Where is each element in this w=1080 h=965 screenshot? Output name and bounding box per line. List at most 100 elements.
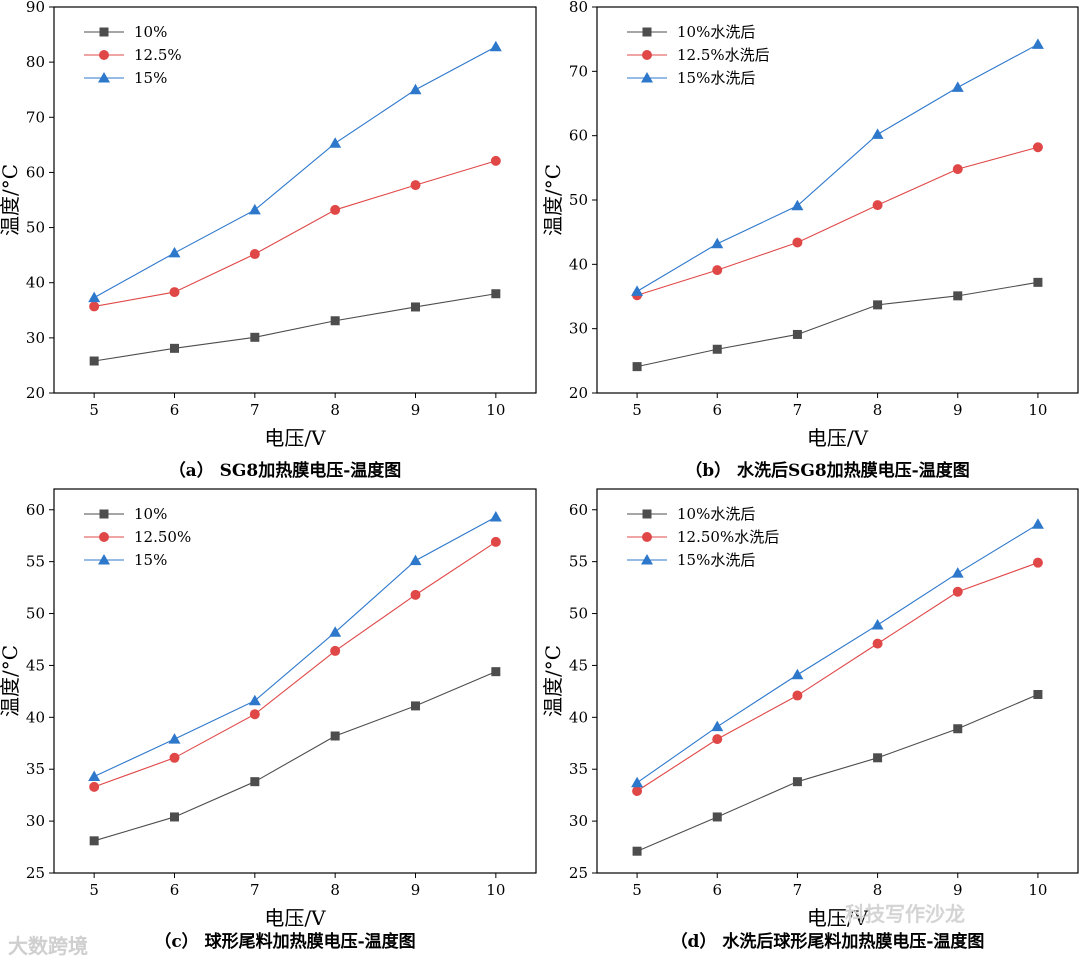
legend-marker	[642, 50, 652, 60]
series-line	[636, 523, 1039, 784]
x-tick-label: 8	[873, 401, 883, 419]
legend-label: 15%水洗后	[677, 69, 755, 87]
legend-label: 12.5%	[134, 46, 182, 64]
legend-label: 10%水洗后	[677, 23, 755, 41]
data-point	[248, 694, 261, 706]
y-tick-label: 60	[569, 501, 588, 519]
x-tick-label: 8	[330, 401, 340, 419]
data-point	[411, 302, 420, 312]
data-point	[631, 776, 644, 788]
x-tick-label: 6	[712, 881, 722, 899]
legend-marker	[98, 72, 110, 83]
legend-label: 10%	[134, 23, 167, 41]
y-axis-label: 温度/°C	[0, 645, 22, 717]
data-point	[329, 626, 342, 637]
data-point	[873, 300, 883, 310]
chart-panel-c: 5 6 7 8 9 10 25 30 35 40 45 50 55 60 电压/V 温度/°C 10% 12.50…	[0, 488, 537, 952]
y-tick-label: 40	[569, 708, 588, 726]
data-point	[250, 777, 260, 787]
data-point	[329, 137, 342, 148]
data-point	[89, 356, 99, 366]
y-tick-label: 45	[26, 656, 45, 674]
y-tick-label: 50	[26, 605, 45, 623]
y-tick-label: 70	[26, 108, 45, 126]
y-tick-label: 40	[26, 708, 45, 726]
legend-marker	[99, 532, 109, 542]
plot-frame	[53, 6, 537, 394]
data-point	[489, 511, 502, 522]
legend-marker	[642, 27, 652, 37]
data-point	[792, 329, 802, 339]
x-tick-label: 5	[632, 401, 642, 419]
y-tick-label: 90	[26, 0, 45, 16]
x-tick-label: 7	[793, 881, 803, 899]
x-tick-label: 6	[170, 401, 180, 419]
legend-label: 12.5%水洗后	[677, 46, 770, 64]
y-tick-label: 35	[26, 760, 45, 778]
data-point	[871, 128, 884, 139]
data-point	[491, 667, 501, 677]
data-point	[330, 731, 340, 741]
y-tick-label: 35	[569, 760, 588, 778]
legend-marker	[99, 509, 109, 519]
data-point	[89, 836, 99, 846]
y-tick-label: 40	[26, 274, 45, 292]
data-point	[712, 734, 723, 745]
data-point	[632, 786, 643, 797]
data-point	[791, 668, 804, 680]
data-point	[490, 155, 501, 166]
panel-caption: （c） 球形尾料加热膜电压-温度图	[154, 931, 415, 952]
chart-panel-d: 5 6 7 8 9 10 25 30 35 40 45 50 55 60 电压/V 温度/°C 10%水洗后 12…	[541, 488, 1079, 952]
data-point	[410, 180, 421, 191]
series-line	[636, 281, 1039, 368]
x-tick-label: 7	[250, 401, 260, 419]
y-tick-label: 20	[26, 384, 45, 402]
series-line	[93, 516, 497, 777]
y-tick-label: 25	[569, 864, 588, 882]
legend-label: 15%	[134, 551, 167, 569]
y-tick-label: 55	[26, 553, 45, 571]
y-tick-label: 60	[26, 501, 45, 519]
data-point	[491, 289, 501, 299]
data-point	[249, 709, 260, 720]
data-point	[168, 246, 181, 258]
x-axis-label: 电压/V	[807, 426, 869, 450]
x-tick-label: 10	[486, 401, 505, 419]
data-point	[170, 343, 179, 353]
legend-label: 12.50%	[134, 528, 191, 546]
data-point	[712, 344, 722, 354]
legend-marker	[641, 554, 653, 565]
y-tick-label: 30	[26, 812, 45, 830]
legend-marker	[98, 554, 110, 565]
plot-frame	[596, 6, 1079, 394]
data-point	[712, 265, 723, 276]
data-point	[1031, 518, 1044, 529]
data-point	[248, 203, 261, 215]
x-tick-label: 6	[170, 881, 180, 899]
x-tick-label: 5	[632, 881, 642, 899]
plot-frame	[53, 488, 537, 874]
legend-marker	[641, 72, 653, 83]
x-tick-label: 10	[1028, 401, 1047, 419]
data-point	[953, 291, 963, 301]
data-point	[489, 40, 502, 52]
x-tick-label: 6	[712, 401, 722, 419]
data-point	[169, 287, 180, 298]
data-point	[89, 301, 100, 312]
data-point	[490, 536, 501, 547]
series-line	[93, 541, 497, 788]
data-point	[330, 316, 340, 326]
y-tick-label: 30	[569, 320, 588, 338]
x-tick-label: 9	[953, 881, 963, 899]
data-point	[873, 753, 883, 763]
x-axis-label: 电压/V	[264, 426, 326, 450]
y-tick-label: 60	[26, 163, 45, 181]
x-tick-label: 9	[411, 401, 421, 419]
series-line	[94, 293, 496, 362]
y-tick-label: 55	[569, 553, 588, 571]
data-point	[1033, 277, 1043, 287]
panel-caption: （a） SG8加热膜电压-温度图	[169, 460, 402, 481]
y-tick-label: 80	[569, 0, 588, 16]
data-point	[791, 199, 804, 211]
data-point	[953, 724, 963, 734]
